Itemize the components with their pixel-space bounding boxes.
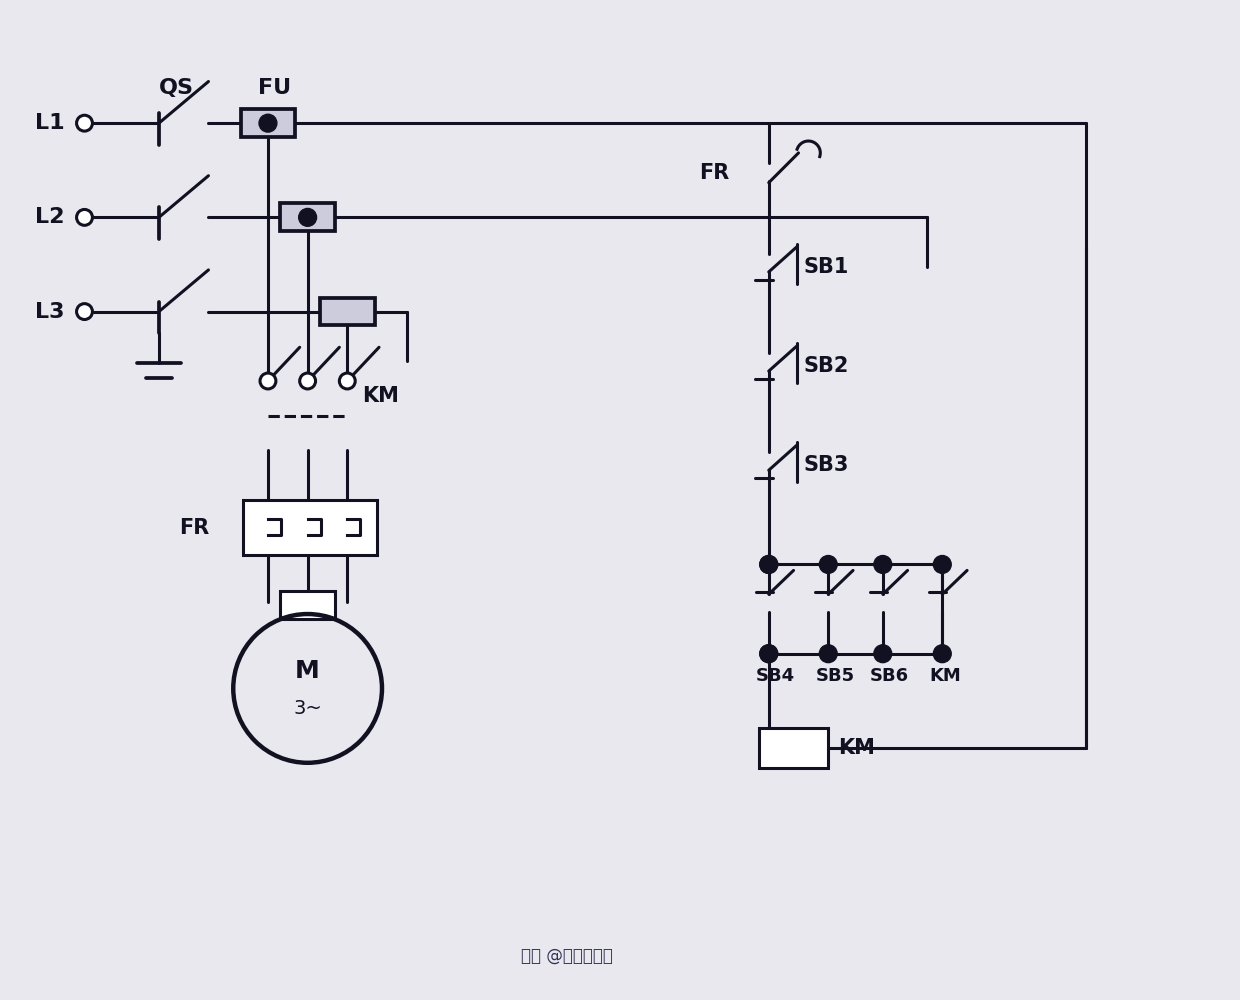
Bar xyxy=(241,109,295,137)
Circle shape xyxy=(760,645,777,663)
Bar xyxy=(280,591,335,619)
Circle shape xyxy=(760,556,777,573)
Text: QS: QS xyxy=(159,78,193,98)
Text: L3: L3 xyxy=(35,302,64,322)
Text: 3~: 3~ xyxy=(293,699,322,718)
Text: FR: FR xyxy=(179,518,210,538)
Bar xyxy=(280,203,335,231)
Text: SB1: SB1 xyxy=(804,257,849,277)
Circle shape xyxy=(760,556,777,573)
Text: SB5: SB5 xyxy=(816,667,854,685)
Text: M: M xyxy=(295,659,320,683)
Circle shape xyxy=(259,114,277,132)
Circle shape xyxy=(934,556,951,573)
Text: SB4: SB4 xyxy=(756,667,795,685)
Text: FR: FR xyxy=(699,163,729,183)
Circle shape xyxy=(820,645,837,663)
Text: L2: L2 xyxy=(35,207,64,227)
Text: KM: KM xyxy=(838,738,875,758)
Circle shape xyxy=(874,556,892,573)
Text: FU: FU xyxy=(258,78,291,98)
Text: SB3: SB3 xyxy=(804,455,849,475)
Circle shape xyxy=(77,115,93,131)
Circle shape xyxy=(340,373,355,389)
Bar xyxy=(320,298,374,325)
Text: KM: KM xyxy=(930,667,961,685)
Circle shape xyxy=(760,645,777,663)
Circle shape xyxy=(299,208,316,226)
Circle shape xyxy=(260,373,275,389)
Text: SB6: SB6 xyxy=(870,667,909,685)
Circle shape xyxy=(300,373,315,389)
Text: 知乎 @电力观察官: 知乎 @电力观察官 xyxy=(521,947,613,965)
Circle shape xyxy=(820,556,837,573)
Circle shape xyxy=(874,645,892,663)
Circle shape xyxy=(934,645,951,663)
Text: SB2: SB2 xyxy=(804,356,849,376)
Text: KM: KM xyxy=(362,386,399,406)
Bar xyxy=(243,500,377,555)
Circle shape xyxy=(77,209,93,225)
Bar xyxy=(759,728,828,768)
Text: L1: L1 xyxy=(35,113,64,133)
Circle shape xyxy=(77,304,93,320)
